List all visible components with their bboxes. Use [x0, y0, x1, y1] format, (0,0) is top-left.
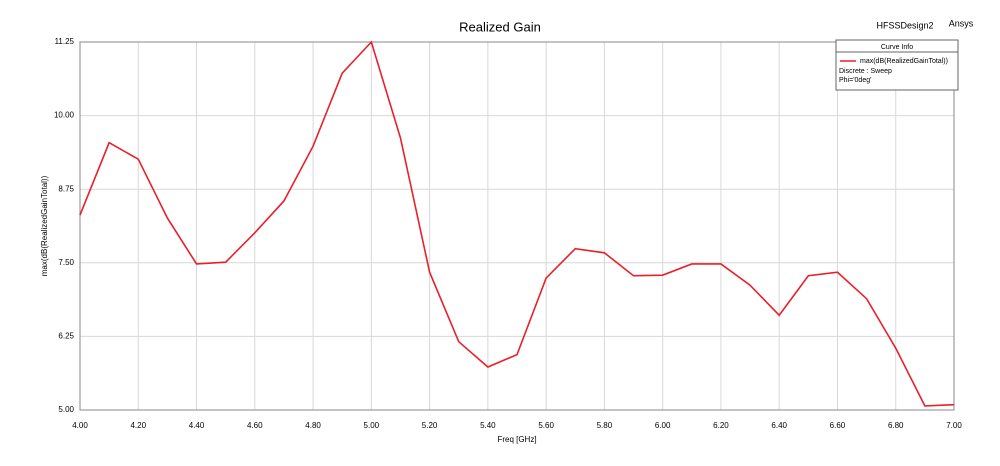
- brand: Ansys: [949, 18, 974, 28]
- y-axis-label: max(dB(RealizedGainTotal)): [40, 175, 49, 276]
- legend-entry: max(dB(RealizedGainTotal)): [860, 58, 948, 65]
- x-tick-label: 5.80: [597, 421, 613, 430]
- legend-note: Discrete : Sweep: [839, 68, 892, 75]
- x-tick-label: 4.40: [189, 421, 205, 430]
- x-tick-label: 4.20: [130, 421, 146, 430]
- x-tick-label: 5.60: [538, 421, 554, 430]
- y-tick-label: 5.00: [58, 405, 74, 414]
- plot-frame: [79, 41, 955, 411]
- x-tick-label: 4.00: [72, 421, 88, 430]
- y-tick-label: 8.75: [58, 184, 74, 193]
- legend-box: [835, 39, 959, 91]
- y-tick-label: 6.25: [58, 332, 74, 341]
- x-tick-label: 6.20: [713, 421, 729, 430]
- x-axis-label: Freq [GHz]: [497, 435, 536, 444]
- x-tick-label: 5.00: [364, 421, 380, 430]
- x-tick-label: 4.80: [305, 421, 321, 430]
- y-tick-label: 10.00: [54, 111, 75, 120]
- x-tick-label: 5.20: [422, 421, 438, 430]
- legend-note: Phi='0deg': [839, 77, 871, 84]
- y-tick-label: 11.25: [55, 37, 75, 46]
- x-tick-label: 4.60: [247, 421, 263, 430]
- data-line: [79, 40, 955, 407]
- chart-title: Realized Gain: [459, 19, 541, 34]
- x-tick-label: 5.40: [480, 421, 496, 430]
- x-tick-label: 6.00: [655, 421, 671, 430]
- x-tick-label: 7.00: [946, 421, 962, 430]
- y-tick-label: 7.50: [58, 258, 74, 267]
- x-tick-label: 6.80: [888, 421, 904, 430]
- x-tick-label: 6.60: [830, 421, 846, 430]
- legend-title: Curve Info: [881, 44, 913, 51]
- x-tick-label: 6.40: [771, 421, 787, 430]
- design-name: HFSSDesign2: [876, 20, 933, 30]
